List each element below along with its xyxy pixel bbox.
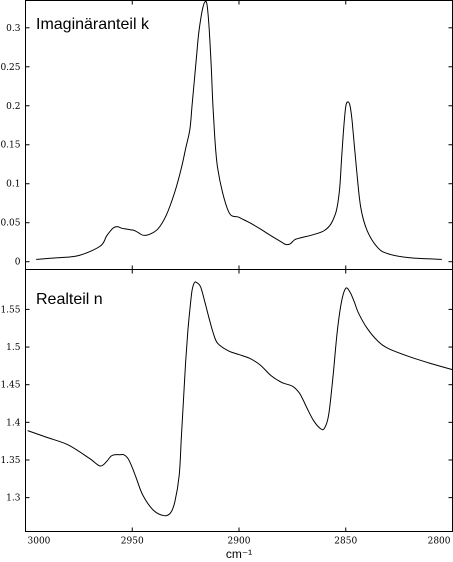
bottom-y-tick-label: 1.5 (6, 343, 21, 353)
bottom-y-tick-label: 1.35 (0, 456, 20, 466)
top-y-tick-label: 0.25 (0, 63, 20, 73)
top-panel-title: Imaginäranteil k (36, 16, 150, 33)
x-tick-label: 2800 (428, 537, 451, 547)
top-y-tick-label: 0.2 (6, 102, 20, 112)
top-panel: 0 0.05 0.1 0.15 0.2 0.25 0.3 (0, 0, 453, 270)
top-y-tick-label: 0 (15, 258, 21, 268)
bottom-series-line (27, 281, 453, 517)
x-tick-label: 2900 (228, 537, 251, 547)
bottom-panel: 1.3 1.35 1.4 1.45 1.5 1.55 3000 2950 2900 2850 280… (0, 269, 453, 547)
top-y-tick-label: 0.15 (0, 141, 20, 151)
top-y-tick-label: 0.05 (0, 219, 20, 229)
bottom-y-tick-label: 1.4 (6, 418, 21, 428)
top-series-line (36, 0, 442, 260)
x-tick-label: 2850 (334, 537, 357, 547)
bottom-y-tick-label: 1.55 (0, 305, 20, 315)
top-y-tick-label: 0.1 (6, 180, 20, 190)
bottom-y-tick-label: 1.3 (6, 494, 21, 504)
top-y-tick-label: 0.3 (6, 24, 21, 34)
x-axis-title: cm⁻¹ (226, 547, 252, 561)
x-tick-label: 2950 (121, 537, 144, 547)
bottom-panel-title: Realteil n (36, 291, 103, 308)
bottom-y-tick-label: 1.45 (0, 381, 20, 391)
x-tick-label: 3000 (28, 537, 51, 547)
